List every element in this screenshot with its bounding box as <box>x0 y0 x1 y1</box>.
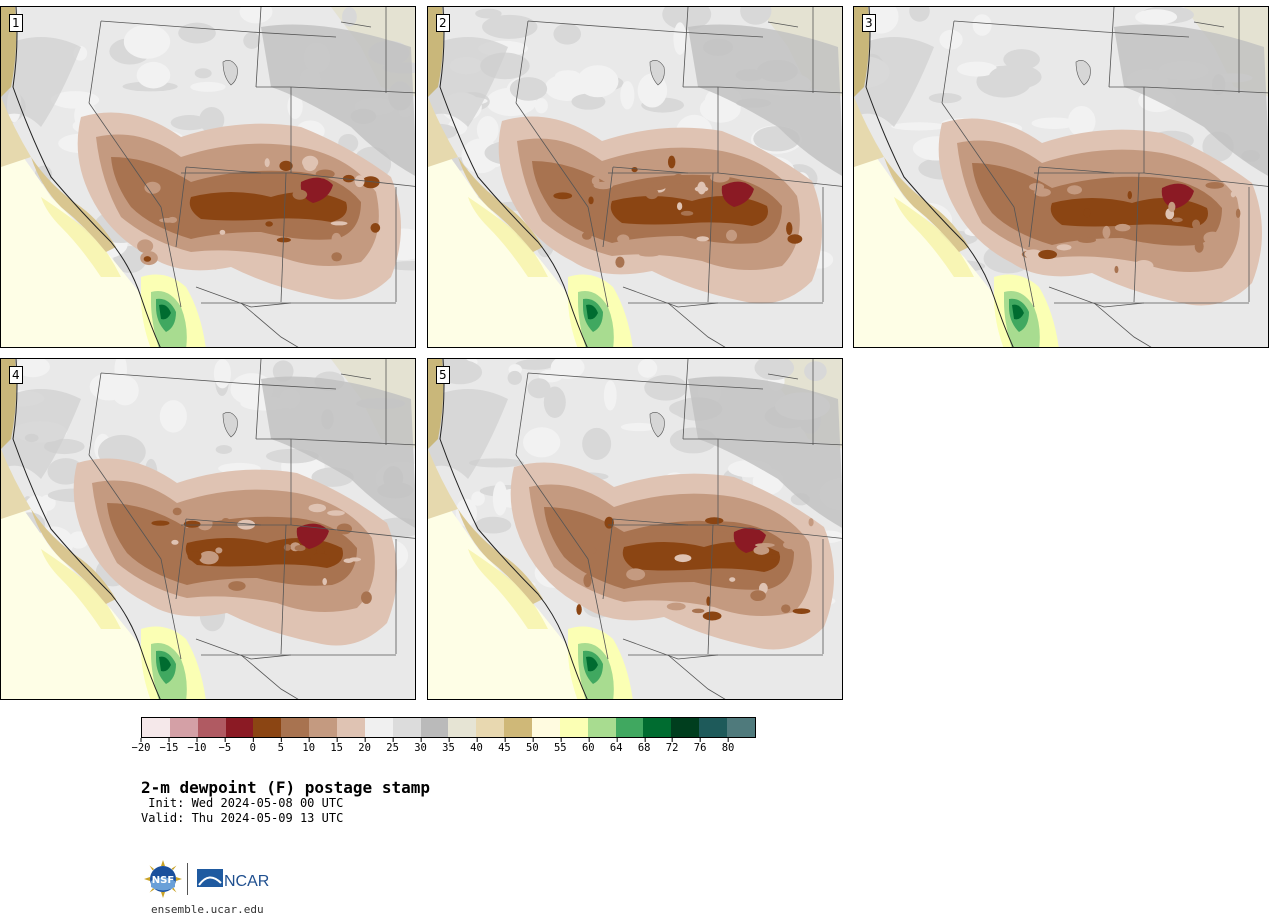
colorbar-swatch <box>532 718 560 737</box>
member-number-label: 4 <box>9 366 23 384</box>
colorbar-swatch <box>643 718 672 737</box>
dewpoint-map <box>428 7 842 347</box>
ncar-logo: NCAR <box>197 869 269 890</box>
colorbar-swatch <box>142 718 170 737</box>
colorbar-tick-label: 5 <box>277 738 284 754</box>
colorbar-tick-label: 76 <box>693 738 707 754</box>
website-url: ensemble.ucar.edu <box>151 903 264 916</box>
dewpoint-map <box>854 7 1268 347</box>
colorbar-tick-label: 55 <box>553 738 567 754</box>
colorbar-swatch <box>727 718 755 737</box>
colorbar-swatch <box>253 718 282 737</box>
colorbar-swatch <box>337 718 365 737</box>
member-number-label: 3 <box>862 14 876 32</box>
colorbar-tick-label: 25 <box>386 738 399 754</box>
map-panel-3: 3 <box>853 6 1269 348</box>
colorbar-tick-label: 72 <box>665 738 679 754</box>
colorbar-swatch <box>587 718 616 737</box>
colorbar-swatch <box>225 718 254 737</box>
colorbar-tick-label: 15 <box>330 738 343 754</box>
logo-divider <box>187 863 188 895</box>
colorbar-tick-label: 80 <box>721 738 735 754</box>
colorbar-tick-label: 10 <box>302 738 316 754</box>
colorbar-tick-label: 20 <box>358 738 371 754</box>
colorbar-swatch <box>309 718 338 737</box>
map-panel-2: 2 <box>427 6 843 348</box>
colorbar-tick-label: 68 <box>637 738 651 754</box>
dewpoint-map <box>428 359 842 699</box>
colorbar-tick-label: 30 <box>414 738 427 754</box>
colorbar-swatch <box>615 718 644 737</box>
init-time: Init: Wed 2024-05-08 00 UTC <box>141 796 344 810</box>
colorbar-swatch <box>671 718 700 737</box>
colorbar-swatch <box>197 718 226 737</box>
colorbar-tick-label: 64 <box>609 738 623 754</box>
svg-text:NSF: NSF <box>152 875 174 886</box>
valid-time: Valid: Thu 2024-05-09 13 UTC <box>141 811 344 825</box>
colorbar-tick-label: 40 <box>470 738 483 754</box>
colorbar-swatch <box>559 718 588 737</box>
map-panel-4: 4 <box>0 358 416 700</box>
colorbar-tick-label: −5 <box>218 738 232 754</box>
colorbar <box>141 717 756 738</box>
colorbar-swatch <box>364 718 393 737</box>
member-number-label: 2 <box>436 14 450 32</box>
dewpoint-map <box>1 7 415 347</box>
colorbar-tick-label: 0 <box>249 738 256 754</box>
dewpoint-map <box>1 359 415 699</box>
colorbar-swatch <box>699 718 728 737</box>
figure-title: 2-m dewpoint (F) postage stamp <box>141 778 430 797</box>
logo-group: NSF NCAR <box>144 860 284 900</box>
map-panel-5: 5 <box>427 358 843 700</box>
map-panel-1: 1 <box>0 6 416 348</box>
colorbar-tick-label: −20 <box>131 738 151 754</box>
colorbar-swatch <box>476 718 505 737</box>
member-number-label: 1 <box>9 14 23 32</box>
colorbar-tick-label: 50 <box>526 738 539 754</box>
nsf-logo: NSF <box>144 860 182 898</box>
svg-text:NCAR: NCAR <box>224 873 269 890</box>
member-number-label: 5 <box>436 366 450 384</box>
colorbar-tick-label: −15 <box>159 738 179 754</box>
colorbar-swatch <box>169 718 198 737</box>
colorbar-tick-label: 35 <box>442 738 455 754</box>
colorbar-tick-label: 45 <box>498 738 511 754</box>
colorbar-swatch <box>448 718 477 737</box>
colorbar-tick-label: −10 <box>187 738 207 754</box>
colorbar-swatch <box>420 718 449 737</box>
colorbar-tick-label: 60 <box>581 738 595 754</box>
colorbar-swatch <box>504 718 533 737</box>
colorbar-swatch <box>281 718 310 737</box>
colorbar-ticks: −20 −15 −10 −5 0 5 10 15 20 25 30 35 40 45 50 55 60 64 68 7… <box>0 738 800 756</box>
colorbar-swatch <box>392 718 421 737</box>
